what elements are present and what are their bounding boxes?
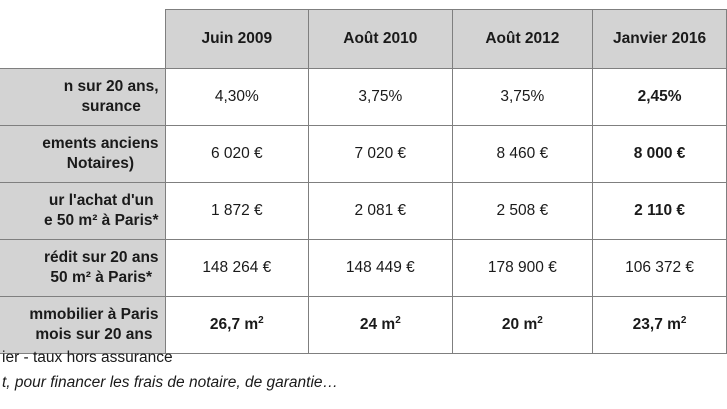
footnotes: ier - taux hors assurance t, pour financ… [2,345,338,395]
table-cell: 3,75% [308,68,453,126]
table-cell: 106 372 € [592,239,727,297]
table-row: ements anciens Notaires) 6 020 € 7 020 € … [0,125,727,183]
table-cell: 4,30% [164,68,310,126]
table-cell: 8 460 € [451,125,594,183]
table-cell: 8 000 € [592,125,727,183]
table-cell: 148 449 € [308,239,453,297]
header-row: Juin 2009 Août 2010 Août 2012 Janvier 20… [0,9,727,69]
table-cell: 178 900 € [451,239,594,297]
table-row: rédit sur 20 ans 50 m² à Paris* 148 264 €… [0,239,727,297]
table-cell: 20 m2 [451,296,594,354]
table-cell: 2 081 € [308,182,453,240]
table-row: mmobilier à Paris mois sur 20 ans 26,7 m2… [0,296,727,354]
column-header: Août 2012 [451,9,594,69]
row-label: n sur 20 ans, surance [0,68,166,126]
footnote: ier - taux hors assurance [2,349,173,366]
table-row: n sur 20 ans, surance 4,30% 3,75% 3,75% 2… [0,68,727,126]
row-label: rédit sur 20 ans 50 m² à Paris* [0,239,166,297]
rates-table: Juin 2009 Août 2010 Août 2012 Janvier 20… [0,9,727,354]
table-cell: 7 020 € [308,125,453,183]
table-row: ur l'achat d'un e 50 m² à Paris* 1 872 € … [0,182,727,240]
column-header: Août 2010 [308,9,453,69]
footnote: t, pour financer les frais de notaire, d… [2,374,339,391]
table-cell: 23,7 m2 [592,296,727,354]
table-cell: 2 508 € [451,182,594,240]
table-cell: 148 264 € [164,239,310,297]
row-label: ements anciens Notaires) [0,125,166,183]
table-cell: 3,75% [451,68,594,126]
corner-cell [0,9,166,69]
row-label: mmobilier à Paris mois sur 20 ans [0,296,166,354]
rates-table-container: Juin 2009 Août 2010 Août 2012 Janvier 20… [0,9,727,354]
table-cell: 24 m2 [308,296,453,354]
table-cell: 2 110 € [592,182,727,240]
table-cell: 2,45% [592,68,727,126]
table-cell: 6 020 € [164,125,310,183]
column-header: Janvier 2016 [592,9,727,69]
row-label: ur l'achat d'un e 50 m² à Paris* [0,182,166,240]
column-header: Juin 2009 [164,9,310,69]
table-cell: 1 872 € [164,182,310,240]
table-cell: 26,7 m2 [164,296,310,354]
